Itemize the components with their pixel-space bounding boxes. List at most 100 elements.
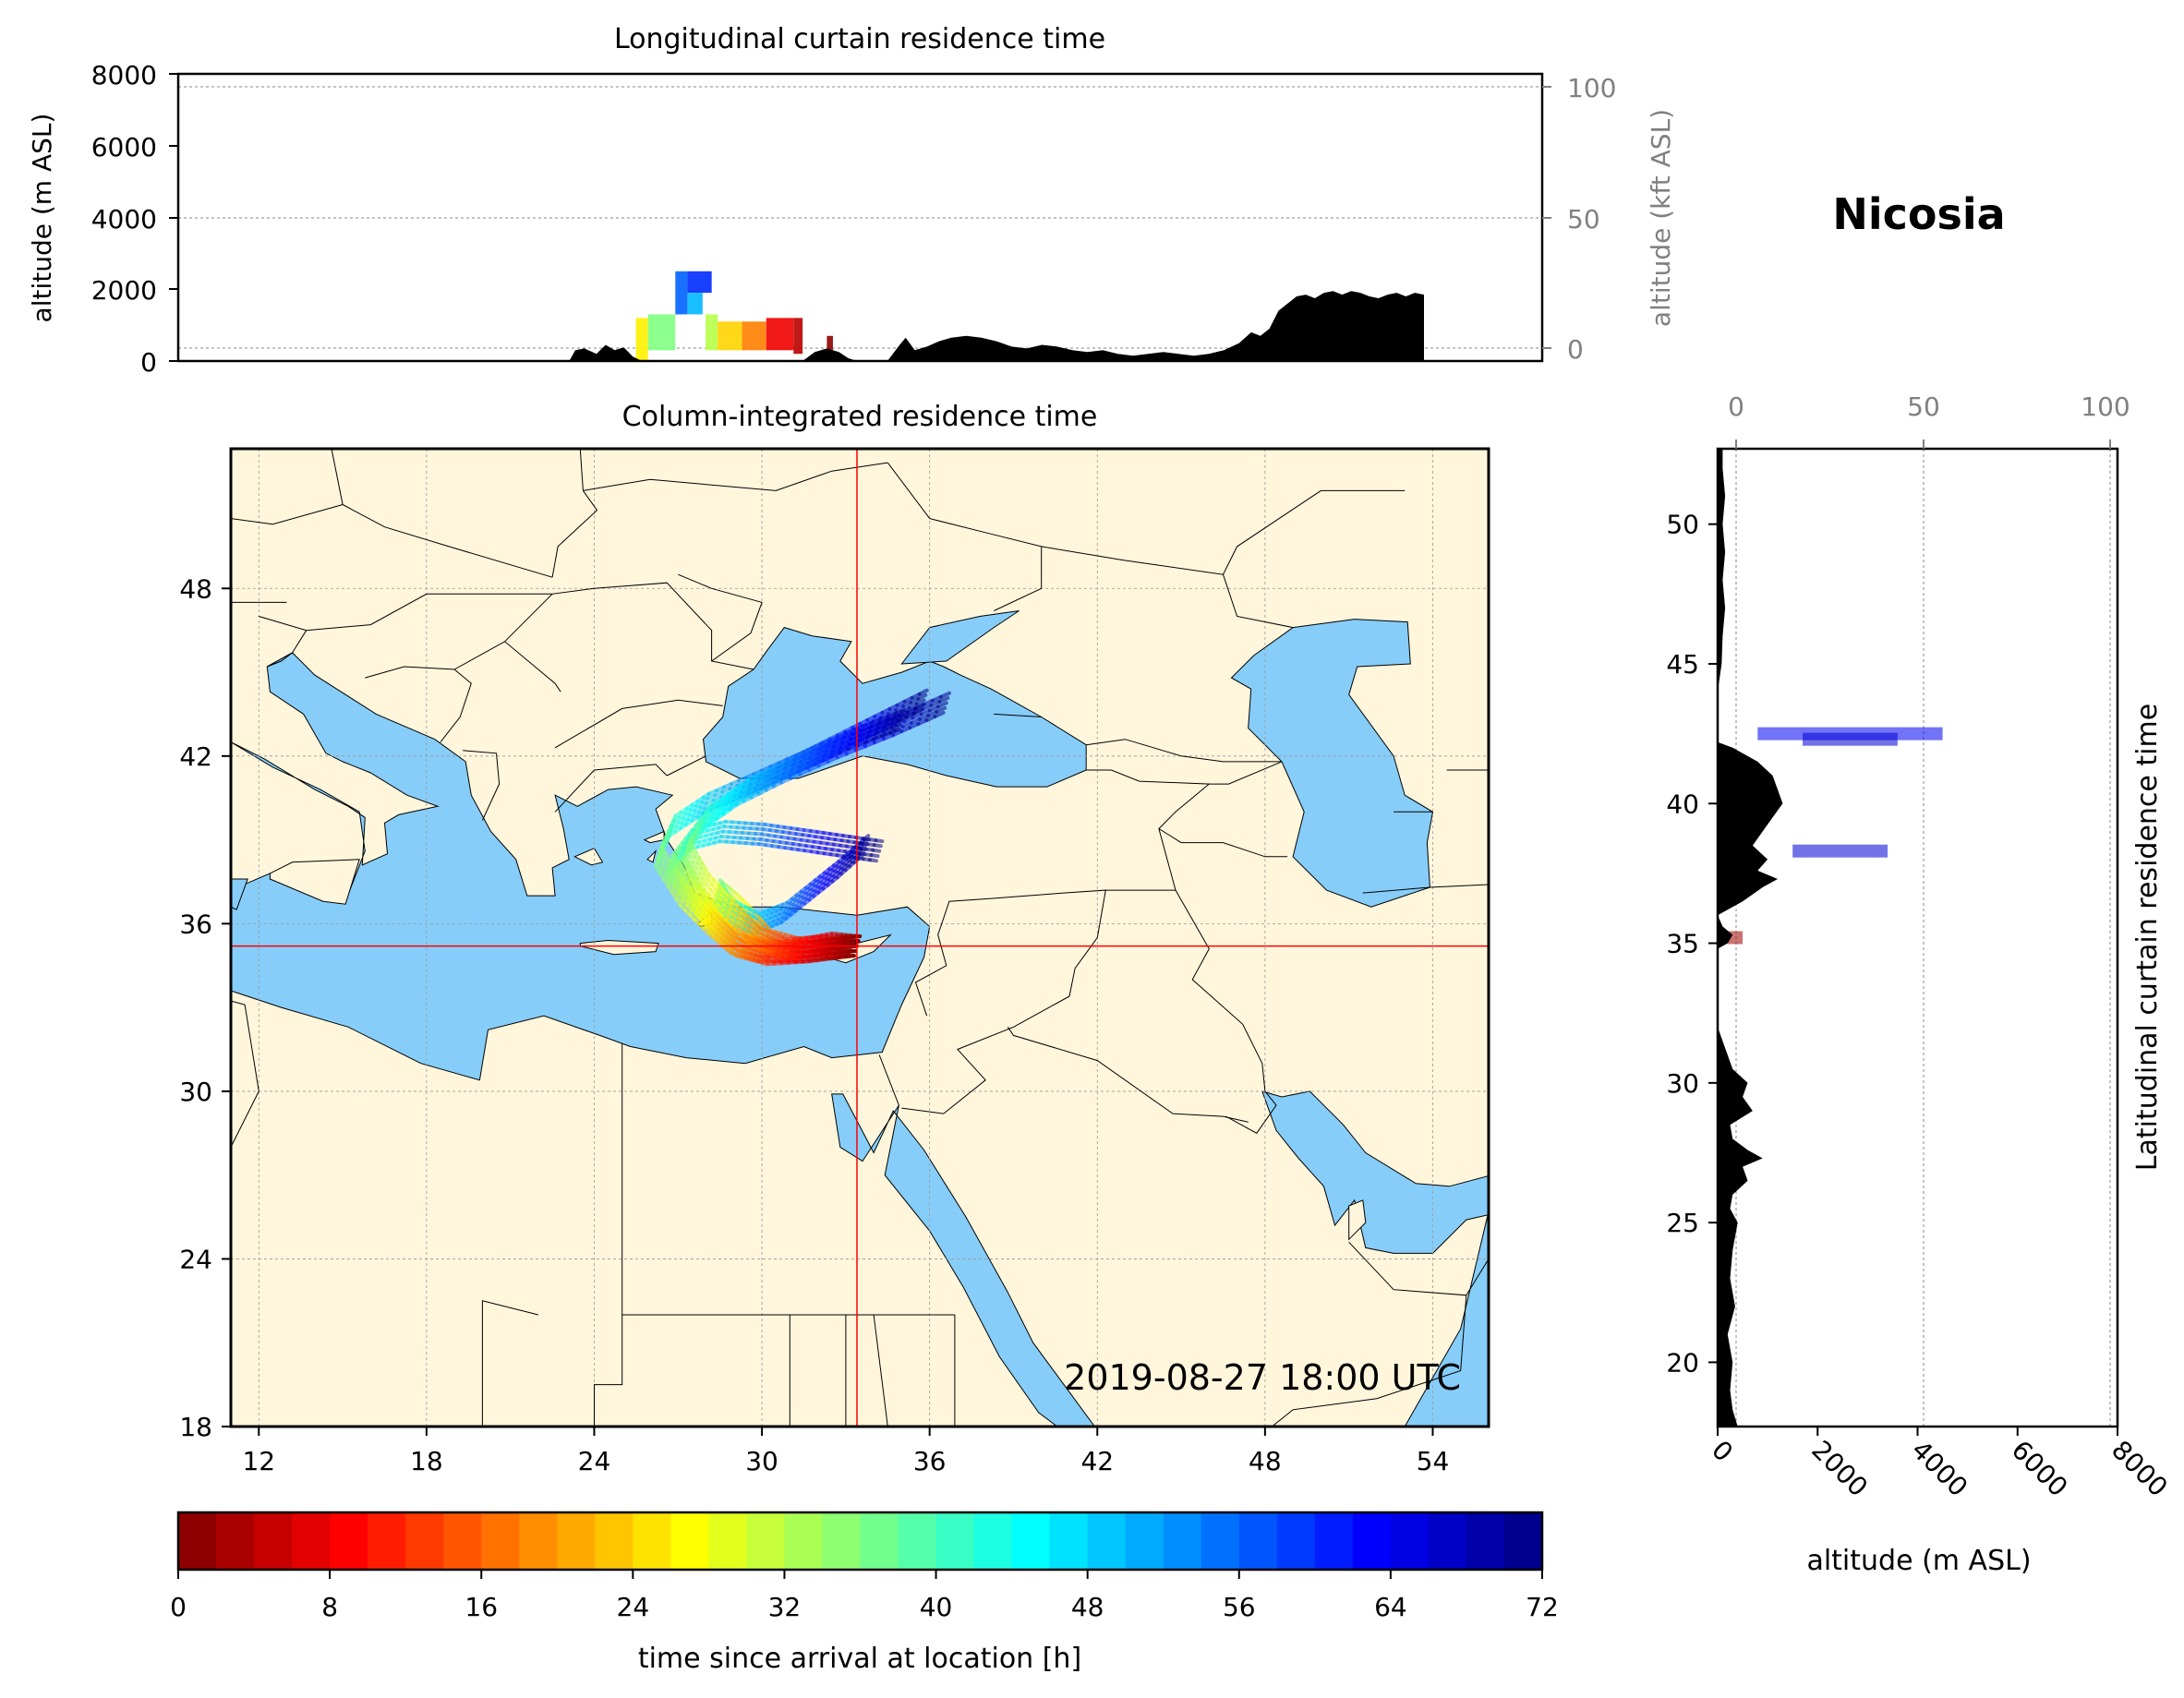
country-border xyxy=(1430,884,1489,888)
colorbar-step xyxy=(1352,1512,1392,1570)
longitudinal-right-ticks: 0 50 100 xyxy=(1542,73,1616,365)
colorbar-step xyxy=(1049,1512,1089,1570)
latitudinal-background xyxy=(1718,449,2118,1427)
country-border xyxy=(1158,828,1288,858)
country-border xyxy=(1209,761,1283,785)
colorbar-ticks: 0 8 16 24 32 40 48 56 64 72 xyxy=(170,1570,1559,1622)
country-border xyxy=(331,449,344,505)
colorbar-step xyxy=(1163,1512,1202,1570)
trajectory-segment xyxy=(718,321,742,351)
country-border xyxy=(901,889,1106,1114)
map-xtick-label: 12 xyxy=(242,1446,275,1476)
lat-xtick-label: 2000 xyxy=(1805,1435,1874,1503)
colorbar-tick-label: 32 xyxy=(768,1592,802,1622)
adriatic-top-fill xyxy=(267,652,293,668)
colorbar-step xyxy=(368,1512,406,1570)
trajectory-segment xyxy=(687,293,703,315)
map-ytick-label: 48 xyxy=(179,573,212,604)
long-ytick-right-label: 50 xyxy=(1567,204,1600,235)
colorbar-gradient xyxy=(178,1512,1543,1570)
colorbar-step xyxy=(178,1512,217,1570)
persian-gulf xyxy=(1261,1090,1489,1254)
timestamp-label: 2019-08-27 18:00 UTC xyxy=(1064,1357,1461,1398)
trajectory-path xyxy=(938,691,952,699)
country-border xyxy=(1362,886,1430,894)
map-y-ticks: 18 24 30 36 42 48 xyxy=(179,573,231,1442)
map-ytick-label: 18 xyxy=(179,1412,212,1442)
longitudinal-y-ticks: 0 2000 4000 6000 8000 xyxy=(91,60,178,378)
trajectory-path xyxy=(911,707,923,716)
country-border xyxy=(1223,574,1294,629)
colorbar-step xyxy=(1314,1512,1354,1570)
long-ytick-label: 4000 xyxy=(91,204,157,235)
country-border xyxy=(1086,739,1282,763)
country-border xyxy=(259,593,553,632)
trajectory-path xyxy=(867,858,879,863)
lat-xtick-label: 4000 xyxy=(1906,1435,1974,1503)
colorbar-step xyxy=(292,1512,331,1570)
trajectory-segment xyxy=(635,318,648,361)
colorbar-step xyxy=(1276,1512,1316,1570)
colorbar-step xyxy=(1087,1512,1127,1570)
colorbar-tick-label: 48 xyxy=(1071,1592,1104,1622)
colorbar-tick-label: 40 xyxy=(920,1592,953,1622)
long-ytick-label: 2000 xyxy=(91,275,157,306)
colorbar-step xyxy=(216,1512,255,1570)
trajectory-path xyxy=(869,853,880,859)
map-xtick-label: 36 xyxy=(913,1446,947,1476)
longitudinal-title: Longitudinal curtain residence time xyxy=(614,23,1105,55)
colorbar-step xyxy=(1011,1512,1051,1570)
map-content: 2019-08-27 18:00 UTC xyxy=(231,449,1489,1427)
longitudinal-ylabel: altitude (m ASL) xyxy=(27,114,57,323)
lat-xtick-label: 0 xyxy=(1706,1435,1739,1468)
country-border xyxy=(678,573,763,662)
sicily xyxy=(269,859,360,905)
lat-ytick-label: 30 xyxy=(1666,1068,1699,1099)
country-border xyxy=(887,462,1043,611)
colorbar-step xyxy=(1466,1512,1505,1570)
trajectory-segment xyxy=(766,318,794,351)
country-border xyxy=(554,699,723,749)
colorbar-step xyxy=(1238,1512,1278,1570)
bahrain-qatar xyxy=(1348,1199,1367,1241)
ionian-strip xyxy=(231,878,248,910)
country-border xyxy=(231,504,344,525)
colorbar-step xyxy=(973,1512,1013,1570)
country-border xyxy=(551,490,598,578)
latitudinal-terrain xyxy=(1718,449,1783,1427)
colorbar-step xyxy=(405,1512,444,1570)
long-ytick-label: 0 xyxy=(140,347,157,378)
colorbar-step xyxy=(898,1512,937,1570)
colorbar-step xyxy=(254,1512,293,1570)
colorbar-step xyxy=(708,1512,748,1570)
trajectory-path xyxy=(917,688,929,696)
trajectory-path xyxy=(933,710,946,718)
map-x-ticks: 12 18 24 30 36 42 48 54 xyxy=(242,1427,1449,1476)
map-xtick-label: 54 xyxy=(1417,1446,1450,1476)
country-border xyxy=(583,462,888,491)
country-border xyxy=(994,713,1042,717)
map-xtick-label: 30 xyxy=(745,1446,778,1476)
trajectory-path xyxy=(872,843,883,849)
country-border xyxy=(1225,1090,1277,1134)
lat-ytick-label: 45 xyxy=(1666,649,1699,680)
trajectory-path xyxy=(912,703,924,711)
colorbar-tick-label: 72 xyxy=(1526,1592,1559,1622)
lat-top-tick-label: 50 xyxy=(1907,391,1940,422)
map-xtick-label: 42 xyxy=(1080,1446,1114,1476)
map-xtick-label: 18 xyxy=(410,1446,443,1476)
country-border xyxy=(231,1005,259,1148)
colorbar-tick-label: 0 xyxy=(170,1592,187,1622)
trajectory-segment xyxy=(793,318,803,355)
colorbar-tick-label: 56 xyxy=(1223,1592,1256,1622)
euboea xyxy=(573,848,604,866)
trajectory-layer xyxy=(653,688,952,967)
trajectory-segment xyxy=(647,314,676,351)
longitudinal-ylabel-right: altitude (kft ASL) xyxy=(1646,109,1676,327)
trajectory-path xyxy=(935,705,947,714)
trajectory-path xyxy=(914,698,926,706)
country-border xyxy=(342,504,450,548)
colorbar-step xyxy=(860,1512,899,1570)
colorbar-step xyxy=(1201,1512,1240,1570)
lat-ytick-label: 40 xyxy=(1666,789,1699,819)
